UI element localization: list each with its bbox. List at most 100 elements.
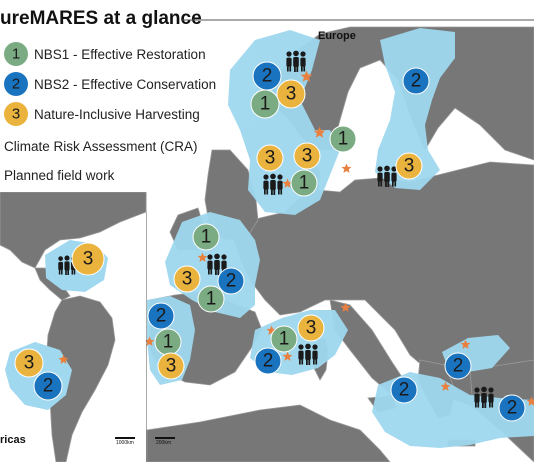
- europe-scale-bar: 200km: [155, 437, 175, 446]
- nbs2-marker: 2: [498, 394, 526, 422]
- nbs2-marker: 2: [147, 302, 175, 330]
- nbs1-circle-icon: [250, 89, 280, 119]
- marker-number: 1: [338, 129, 349, 150]
- americas-scale-bar: 1000km: [115, 437, 135, 446]
- marker-number: 3: [306, 318, 317, 339]
- marker-number: 2: [263, 351, 274, 372]
- marker-number: 1: [279, 329, 290, 350]
- nbs3-marker: 3: [297, 314, 325, 342]
- marker-number: 3: [166, 356, 177, 377]
- nbs1-marker: 1: [197, 285, 225, 313]
- nbs3-circle-icon: [71, 242, 105, 276]
- nbs2-circle-icon: [498, 394, 526, 422]
- legend-label: Planned field work: [4, 168, 115, 183]
- nbs3-circle-icon: [256, 144, 284, 172]
- legend-item-cra: Climate Risk Assessment (CRA): [4, 139, 198, 154]
- nbs1-marker: 1: [192, 223, 220, 251]
- nbs2-marker: 2: [444, 352, 472, 380]
- americas-inset: 332 ricas 1000km: [0, 191, 147, 462]
- nbs3-circle-icon: [293, 142, 321, 170]
- scale-label: 1000km: [116, 440, 134, 446]
- nbs1-circle-icon: [197, 285, 225, 313]
- nbs1-marker: 1: [329, 125, 357, 153]
- nbs3-circle-icon: [297, 314, 325, 342]
- marker-number: 2: [507, 398, 518, 419]
- nbs2-circle-icon: [33, 371, 63, 401]
- nbs3-circle-icon: [395, 152, 423, 180]
- nbs2-marker: 2: [33, 371, 63, 401]
- nbs2-marker: 2: [254, 347, 282, 375]
- nbs3-marker: 3: [293, 142, 321, 170]
- nbs2-marker: 2: [402, 67, 430, 95]
- legend-label: Climate Risk Assessment (CRA): [4, 139, 198, 154]
- nbs2-circle-icon: [217, 267, 245, 295]
- nbs3-marker: 3: [71, 242, 105, 276]
- legend-label: NBS1 - Effective Restoration: [34, 47, 206, 62]
- marker-number: 1: [299, 173, 310, 194]
- nbs2-marker: 2: [252, 61, 282, 91]
- nbs2-circle-icon: [254, 347, 282, 375]
- legend-number: 3: [12, 106, 20, 123]
- nbs2-circle-icon: [147, 302, 175, 330]
- nbs2-marker: 2: [390, 376, 418, 404]
- nbs3-marker: 3: [157, 352, 185, 380]
- nbs2-circle-icon: [402, 67, 430, 95]
- legend-number: 2: [12, 76, 20, 93]
- marker-number: 1: [206, 289, 217, 310]
- nbs1-circle-icon: [192, 223, 220, 251]
- marker-number: 2: [226, 271, 237, 292]
- marker-number: 3: [83, 249, 94, 270]
- nbs3-marker: 3: [173, 265, 201, 293]
- legend-item-nbs3: 3 Nature-Inclusive Harvesting: [4, 102, 200, 126]
- nbs3-marker: 3: [276, 79, 306, 109]
- nbs1-marker: 1: [290, 169, 318, 197]
- scale-label: 200km: [156, 440, 171, 446]
- marker-number: 3: [404, 156, 415, 177]
- marker-number: 2: [262, 66, 273, 87]
- nbs3-circle-icon: [157, 352, 185, 380]
- nbs3-circle-icon: [14, 348, 44, 378]
- marker-number: 1: [163, 332, 174, 353]
- nbs3-marker: 3: [395, 152, 423, 180]
- marker-number: 1: [201, 227, 212, 248]
- nbs1-circle-icon: [290, 169, 318, 197]
- legend-item-nbs2: 2 NBS2 - Effective Conservation: [4, 72, 216, 96]
- legend-label: Nature-Inclusive Harvesting: [34, 107, 200, 122]
- nbs1-marker: 1: [270, 325, 298, 353]
- nbs2-circle-icon: [444, 352, 472, 380]
- nbs3-circle-icon: [4, 102, 28, 126]
- marker-number: 2: [43, 376, 54, 397]
- marker-number: 3: [24, 353, 35, 374]
- legend-label: NBS2 - Effective Conservation: [34, 77, 216, 92]
- marker-number: 2: [156, 306, 167, 327]
- nbs2-circle-icon: [4, 72, 28, 96]
- nbs3-marker: 3: [256, 144, 284, 172]
- nbs3-circle-icon: [276, 79, 306, 109]
- nbs1-circle-icon: [4, 42, 28, 66]
- legend: ureMARES at a glance 1 NBS1 - Effective …: [0, 0, 534, 192]
- marker-number: 3: [182, 269, 193, 290]
- legend-item-field: Planned field work: [4, 168, 115, 183]
- americas-markers: 332: [14, 242, 105, 401]
- legend-item-nbs1: 1 NBS1 - Effective Restoration: [4, 42, 206, 66]
- marker-number: 3: [302, 146, 313, 167]
- region-label-europe: Europe: [318, 30, 356, 42]
- marker-number: 1: [260, 94, 271, 115]
- marker-number: 2: [411, 71, 422, 92]
- nbs3-marker: 3: [14, 348, 44, 378]
- nbs1-circle-icon: [329, 125, 357, 153]
- nbs2-circle-icon: [390, 376, 418, 404]
- map-title: ureMARES at a glance: [0, 8, 202, 29]
- marker-number: 2: [453, 356, 464, 377]
- legend-number: 1: [12, 46, 20, 63]
- marker-number: 2: [399, 380, 410, 401]
- nbs1-circle-icon: [270, 325, 298, 353]
- nbs1-marker: 1: [250, 89, 280, 119]
- nbs3-circle-icon: [173, 265, 201, 293]
- marker-number: 3: [286, 84, 297, 105]
- marker-number: 3: [265, 148, 276, 169]
- region-label-americas: ricas: [0, 434, 26, 446]
